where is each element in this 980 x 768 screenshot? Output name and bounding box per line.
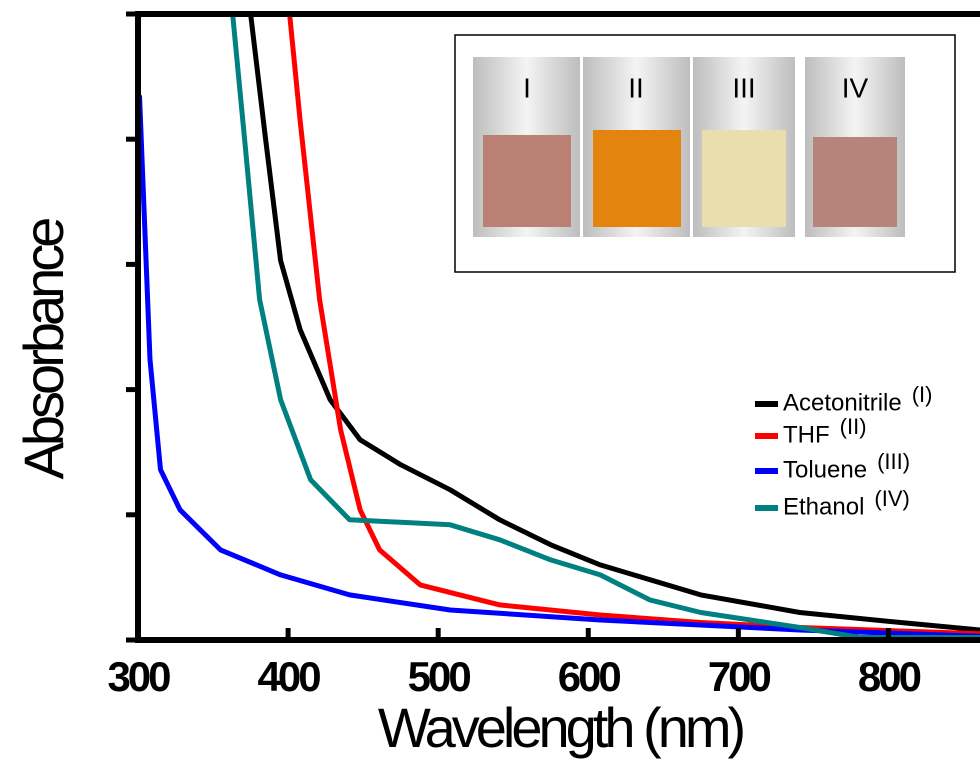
vial-label: IV: [842, 72, 869, 103]
x-tick-label: 600: [558, 653, 621, 700]
vial-liquid: [702, 130, 786, 227]
inset: [455, 35, 955, 272]
legend-label: Ethanol: [783, 493, 864, 520]
legend-tag: (IV): [874, 486, 909, 511]
legend-tag: (II): [840, 414, 867, 439]
vial-label: II: [628, 72, 644, 103]
x-tick-label: 700: [708, 653, 771, 700]
x-tick-label: 800: [858, 653, 921, 700]
vial-label: III: [732, 72, 755, 103]
x-tick-label: 500: [408, 653, 471, 700]
vial-label: I: [523, 72, 531, 103]
x-tick-label: 400: [258, 653, 321, 700]
x-axis-title: Wavelength (nm): [378, 696, 744, 759]
vial-liquid: [483, 135, 571, 227]
legend-label: THF: [783, 421, 830, 448]
legend-tag: (III): [877, 449, 910, 474]
chart: Wavelength (nm) Absorbance IIIIIIIV30040…: [0, 0, 980, 768]
y-axis-title: Absorbance: [12, 219, 75, 480]
legend-label: Acetonitrile: [783, 389, 902, 416]
legend-label: Toluene: [783, 456, 867, 483]
legend-tag: (I): [912, 382, 933, 407]
x-tick-label: 300: [107, 653, 170, 700]
vial-liquid: [813, 137, 897, 227]
vial-liquid: [593, 130, 681, 227]
